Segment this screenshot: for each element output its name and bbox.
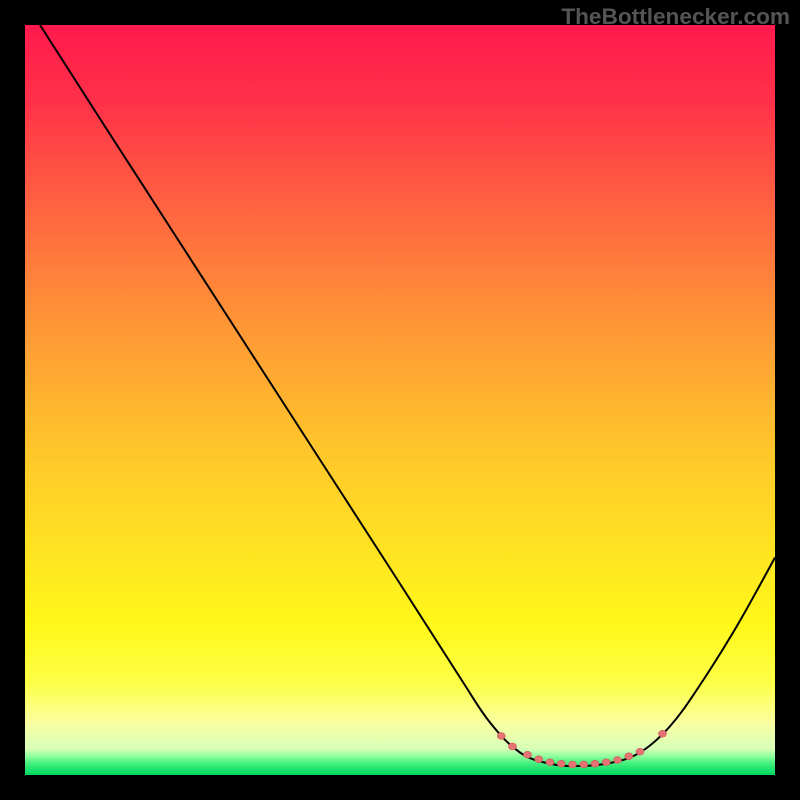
marker-point [591, 760, 599, 767]
marker-point [625, 753, 633, 760]
marker-point [636, 748, 644, 755]
marker-point [614, 757, 622, 764]
marker-point [497, 733, 505, 740]
marker-point [546, 759, 554, 766]
marker-point [602, 759, 610, 766]
gradient-background [25, 25, 775, 775]
marker-point [569, 761, 577, 768]
marker-point [524, 751, 532, 758]
plot-svg [25, 25, 775, 775]
marker-point [557, 760, 565, 767]
chart-container: TheBottlenecker.com [0, 0, 800, 800]
marker-point [659, 730, 667, 737]
marker-point [580, 761, 588, 768]
marker-point [535, 756, 543, 763]
marker-point [509, 743, 517, 750]
watermark-text: TheBottlenecker.com [561, 4, 790, 30]
plot-area [25, 25, 775, 775]
